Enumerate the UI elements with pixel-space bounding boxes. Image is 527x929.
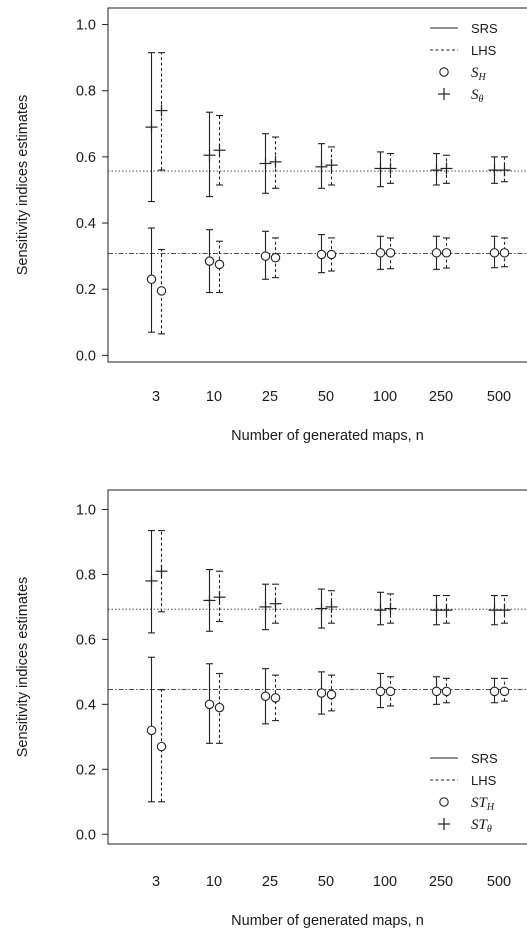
mean-marker-circle (156, 741, 167, 752)
chart-panel-1: 0.0 0.2 0.4 0.6 0.8 1.0 3 10 25 50 100 250 500 Number… (15, 7, 527, 444)
legend-circle-symbol (439, 67, 449, 77)
x-tick-label: 100 (373, 389, 397, 405)
mean-marker-circle (260, 691, 271, 701)
mean-marker-circle (441, 248, 452, 258)
y-tick-label: 0.2 (76, 282, 96, 298)
x-tick-label: 50 (318, 874, 334, 890)
legend-label: STθ (471, 817, 492, 835)
x-tick-label: 100 (373, 874, 397, 890)
y-tick-label: 0.8 (76, 567, 96, 583)
mean-marker-circle (270, 253, 281, 263)
x-tick-label: 500 (487, 389, 511, 405)
mean-marker-circle (204, 699, 215, 710)
mean-marker-circle (489, 248, 500, 258)
legend-label: SRS (471, 21, 498, 36)
mean-marker-circle (204, 256, 215, 266)
x-axis-title: Number of generated maps, n (231, 428, 424, 444)
mean-marker-circle (326, 689, 337, 700)
chart-panel-2: 0.0 0.2 0.4 0.6 0.8 1.0 3 10 25 50 100 250 500 Number… (15, 489, 527, 929)
y-tick-label: 0.8 (76, 84, 96, 100)
legend-circle-symbol (439, 797, 449, 807)
x-axis-title: Number of generated maps, n (231, 913, 424, 929)
x-tick-label: 10 (206, 874, 222, 890)
mean-marker-circle (489, 686, 500, 697)
y-tick-label: 0.4 (76, 697, 96, 713)
mean-marker-circle (270, 693, 281, 703)
x-tick-label: 10 (206, 389, 222, 405)
mean-marker-circle (375, 248, 386, 258)
y-axis-title: Sensitivity indices estimates (15, 577, 31, 758)
legend-label: SRS (471, 751, 498, 766)
mean-marker-circle (385, 686, 396, 697)
mean-marker-circle (431, 248, 442, 258)
legend-label: STH (471, 795, 495, 813)
mean-marker-circle (214, 702, 225, 713)
legend-label: Sθ (471, 87, 484, 105)
mean-marker-circle (385, 248, 396, 258)
mean-marker-circle (146, 274, 157, 285)
mean-marker-circle (431, 686, 442, 697)
mean-marker-circle (316, 249, 327, 260)
mean-marker-circle (260, 251, 271, 261)
x-tick-label: 500 (487, 874, 511, 890)
x-tick-label: 25 (262, 389, 278, 405)
mean-marker-circle (499, 248, 510, 258)
plot-frame (107, 489, 527, 845)
y-tick-label: 0.0 (76, 827, 96, 843)
y-tick-label: 0.6 (76, 150, 96, 166)
x-tick-label: 50 (318, 389, 334, 405)
mean-marker-circle (146, 725, 157, 736)
y-tick-label: 0.0 (76, 348, 96, 364)
plot-frame (107, 7, 527, 363)
y-tick-label: 0.4 (76, 216, 96, 232)
x-tick-label: 250 (429, 874, 453, 890)
mean-marker-circle (156, 286, 167, 296)
x-tick-label: 250 (429, 389, 453, 405)
mean-marker-circle (499, 686, 510, 697)
mean-marker-circle (441, 686, 452, 697)
legend-label: LHS (471, 43, 497, 58)
x-tick-label: 3 (152, 389, 160, 405)
mean-marker-circle (326, 249, 337, 260)
mean-marker-circle (316, 688, 327, 698)
y-tick-label: 1.0 (76, 502, 96, 518)
x-tick-label: 3 (152, 874, 160, 890)
y-axis-title: Sensitivity indices estimates (15, 95, 31, 276)
x-tick-label: 25 (262, 874, 278, 890)
legend-label: SH (471, 65, 487, 83)
legend-label: LHS (471, 773, 497, 788)
mean-marker-circle (214, 259, 225, 270)
y-tick-label: 1.0 (76, 18, 96, 34)
y-tick-label: 0.6 (76, 632, 96, 648)
mean-marker-circle (375, 686, 386, 697)
y-tick-label: 0.2 (76, 762, 96, 778)
